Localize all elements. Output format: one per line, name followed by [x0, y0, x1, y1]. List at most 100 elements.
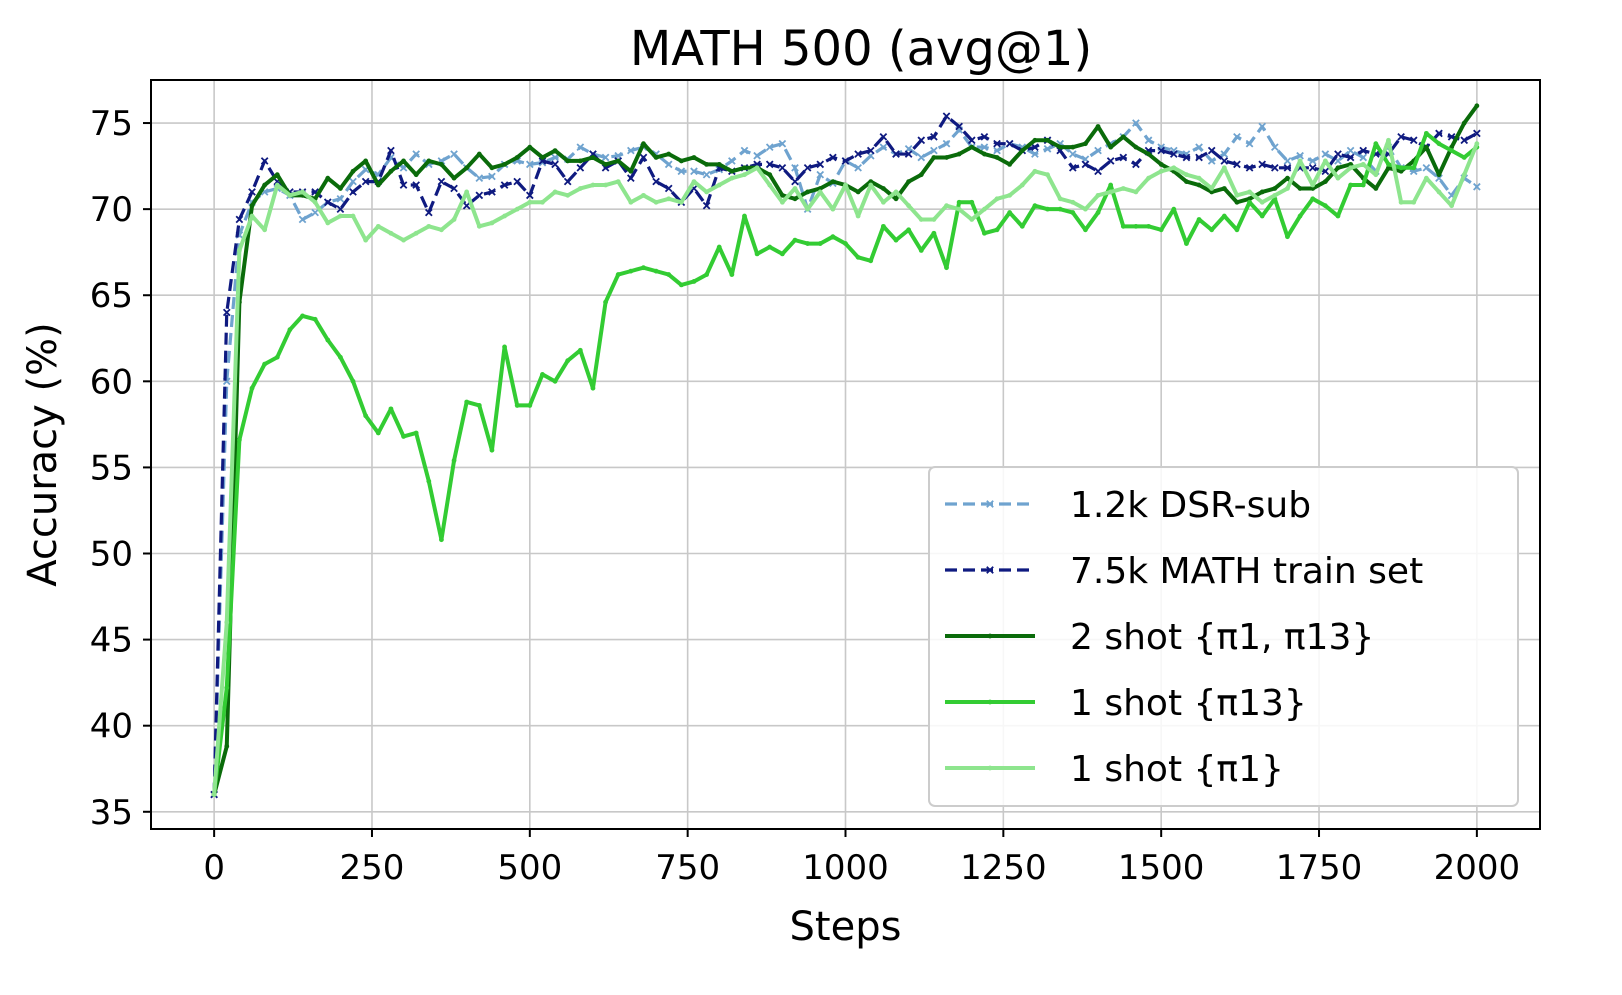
data-point — [917, 136, 926, 145]
data-point — [513, 177, 522, 186]
data-point — [994, 196, 1000, 202]
data-point — [704, 161, 709, 167]
data-point — [464, 399, 470, 405]
data-point — [716, 182, 722, 188]
data-point — [552, 189, 558, 195]
data-point — [843, 241, 848, 246]
data-point — [1247, 199, 1252, 205]
series-group — [210, 103, 1481, 799]
data-point — [980, 132, 989, 141]
data-point — [336, 205, 345, 213]
data-point — [1297, 213, 1303, 219]
data-point — [1346, 153, 1355, 162]
data-point — [906, 227, 912, 233]
x-axis-label: Steps — [790, 904, 902, 950]
data-point — [514, 155, 520, 160]
data-point — [260, 157, 269, 165]
data-point — [767, 244, 773, 250]
data-point — [1373, 141, 1379, 147]
data-point — [691, 179, 697, 184]
data-point — [1296, 151, 1304, 160]
data-point — [426, 223, 432, 229]
data-point — [880, 186, 886, 191]
data-point — [704, 272, 709, 277]
data-point — [729, 168, 735, 174]
data-point — [577, 347, 583, 353]
data-point — [325, 220, 331, 226]
data-point — [1220, 150, 1229, 158]
data-point — [678, 282, 684, 288]
data-point — [893, 189, 899, 195]
data-point — [1283, 157, 1292, 165]
data-point — [1436, 172, 1442, 178]
data-point — [892, 150, 900, 158]
data-point — [944, 265, 949, 271]
legend-entry: 1.2k DSR-sub — [945, 485, 1311, 526]
legend-label: 1 shot {π1} — [1070, 749, 1284, 790]
data-point — [691, 155, 697, 160]
data-point — [1182, 153, 1191, 162]
data-point — [1132, 119, 1140, 127]
data-point — [1259, 189, 1265, 195]
data-point — [462, 201, 471, 210]
data-point — [563, 177, 572, 186]
data-point — [1322, 179, 1328, 184]
data-point — [1234, 199, 1240, 205]
data-point — [1081, 160, 1090, 169]
data-point — [224, 685, 230, 691]
data-point — [967, 136, 976, 145]
data-point — [476, 403, 482, 408]
data-point — [1348, 165, 1353, 171]
x-tick-label: 500 — [497, 848, 562, 888]
legend-marker — [986, 566, 994, 574]
data-point — [1184, 179, 1189, 184]
data-point — [626, 146, 635, 155]
data-point — [426, 158, 432, 164]
data-point — [879, 143, 888, 151]
data-point — [628, 168, 634, 174]
data-point — [615, 179, 621, 184]
data-point — [1083, 141, 1088, 147]
data-point — [1359, 146, 1368, 155]
data-point — [778, 163, 787, 172]
x-tick-label: 2000 — [1434, 848, 1521, 888]
legend-label: 1 shot {π13} — [1070, 683, 1307, 724]
data-point — [439, 227, 444, 233]
data-point — [653, 268, 659, 274]
data-point — [1120, 223, 1126, 229]
data-point — [792, 186, 798, 191]
data-point — [1258, 122, 1267, 131]
x-tick-label: 1000 — [802, 848, 889, 888]
y-tick-label: 55 — [90, 448, 133, 488]
x-tick-label: 750 — [655, 848, 720, 888]
data-point — [1272, 186, 1278, 191]
data-point — [1360, 161, 1366, 167]
data-point — [942, 139, 951, 148]
data-point — [653, 155, 659, 160]
data-point — [917, 153, 926, 162]
data-point — [1297, 158, 1303, 164]
data-point — [1007, 192, 1013, 198]
data-point — [779, 192, 785, 198]
data-point — [729, 272, 735, 277]
data-point — [1247, 196, 1252, 202]
data-point — [678, 158, 684, 164]
data-point — [1234, 227, 1240, 233]
data-point — [779, 199, 785, 205]
data-point — [1297, 186, 1303, 191]
data-point — [1146, 151, 1151, 157]
data-point — [488, 172, 496, 181]
data-point — [855, 254, 861, 260]
data-point — [1473, 129, 1481, 138]
data-point — [1158, 168, 1164, 174]
data-point — [702, 201, 711, 210]
data-point — [1207, 146, 1216, 155]
data-point — [641, 265, 646, 271]
data-point — [287, 327, 293, 333]
data-point — [1411, 199, 1417, 205]
data-point — [942, 112, 951, 120]
data-point — [1195, 143, 1203, 151]
data-point — [931, 217, 937, 222]
legend-label: 7.5k MATH train set — [1070, 551, 1423, 592]
